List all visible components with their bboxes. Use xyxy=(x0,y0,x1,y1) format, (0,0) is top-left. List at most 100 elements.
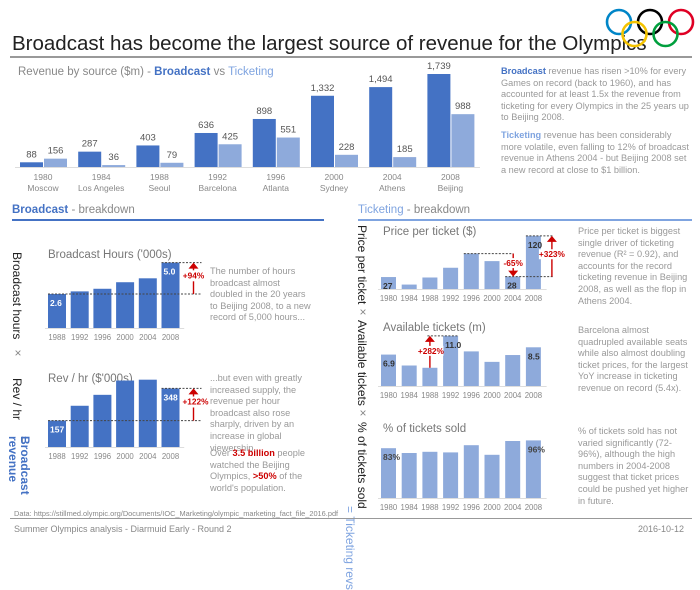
legend-broadcast: Broadcast xyxy=(154,66,211,78)
hours-annotation-bg xyxy=(181,270,208,282)
sold-data-label-1980: 83% xyxy=(383,452,400,462)
revhr-x-tick-2008: 2008 xyxy=(162,452,179,461)
data-label-ticketing-1984: 36 xyxy=(108,152,119,163)
hours-x-tick-1992: 1992 xyxy=(71,333,88,342)
price-bar-2004 xyxy=(505,276,521,289)
bar-broadcast-2008 xyxy=(427,74,451,167)
label-pct-tickets-sold: % of tickets sold xyxy=(355,422,369,509)
x-tick-city-2008: Beijing xyxy=(438,183,464,193)
label-rev-per-hour: Rev / hr xyxy=(10,378,24,421)
x-tick-year-1996: 1996 xyxy=(266,172,285,182)
sold-x-tick-1988: 1988 xyxy=(421,503,438,512)
bar-ticketing-1996 xyxy=(276,137,300,167)
bar-ticketing-2008 xyxy=(451,114,475,167)
revhr-x-tick-1992: 1992 xyxy=(71,452,88,461)
hours-annotation-label: +94% xyxy=(183,270,205,280)
broadcast-section-title: Broadcast - breakdown xyxy=(12,204,135,216)
x-tick-city-1984: Los Angeles xyxy=(78,183,124,193)
ring-black xyxy=(636,8,664,36)
data-label-ticketing-1996: 551 xyxy=(280,125,296,136)
hours-data-label-1988: 2.6 xyxy=(50,298,62,308)
footer-author: Summer Olympics analysis - Diarmuid Earl… xyxy=(14,524,232,534)
ring-red xyxy=(667,8,695,36)
avail-chart: 1980 6.9 1984 1988 1992 11.0 1996 2000 2004 2008 8… xyxy=(378,335,547,400)
bar-broadcast-1984 xyxy=(78,151,102,167)
x-tick-year-2000: 2000 xyxy=(325,172,344,182)
data-label-broadcast-1996: 898 xyxy=(256,106,272,117)
ring-yellow xyxy=(621,20,648,48)
label-price-per-ticket: Price per ticket xyxy=(355,225,369,305)
revhr-x-tick-2004: 2004 xyxy=(139,452,157,461)
revhr-x-tick-1988: 1988 xyxy=(48,452,65,461)
bar-ticketing-2004 xyxy=(393,157,417,167)
x-tick-city-1996: Atlanta xyxy=(263,183,290,193)
avail-x-tick-2004: 2004 xyxy=(504,391,522,400)
revhr-bar-1992 xyxy=(70,405,89,447)
sold-chart-title: % of tickets sold xyxy=(383,423,467,435)
price-x-tick-2000: 2000 xyxy=(483,294,501,303)
x-tick-year-2008: 2008 xyxy=(441,172,460,182)
avail-bar-2000 xyxy=(484,361,500,386)
data-label-ticketing-2008: 988 xyxy=(455,101,471,112)
avail-data-label-2008: 8.5 xyxy=(528,351,540,361)
x-tick-city-1980: Moscow xyxy=(27,183,59,193)
sold-bar-2008 xyxy=(525,440,541,498)
price-up-arrow-head xyxy=(546,235,557,242)
price-down-label-bg xyxy=(501,258,526,269)
bar-broadcast-2000 xyxy=(311,95,334,167)
avail-bar-1984 xyxy=(401,365,417,386)
times-symbol-1: × xyxy=(356,305,370,319)
bar-broadcast-1980 xyxy=(20,162,43,167)
ring-green xyxy=(652,20,679,48)
x-tick-year-1984: 1984 xyxy=(92,172,111,182)
hours-bar-2008 xyxy=(161,262,180,328)
bar-ticketing-1984 xyxy=(102,165,126,167)
hours-chart: 1988 2.6 1992 1996 2000 2004 2008 5.0 +94% xyxy=(45,262,208,342)
sold-x-tick-2004: 2004 xyxy=(504,503,522,512)
x-tick-year-2004: 2004 xyxy=(383,172,402,182)
sold-x-tick-1980: 1980 xyxy=(380,503,398,512)
bar-broadcast-1988 xyxy=(136,145,160,167)
price-up-label: +323% xyxy=(539,249,566,259)
avail-label-bg xyxy=(416,345,444,356)
sold-data-label-2008: 96% xyxy=(528,444,545,454)
bar-ticketing-1992 xyxy=(218,144,242,167)
equals-symbol: = xyxy=(17,436,31,444)
avail-x-tick-1992: 1992 xyxy=(442,391,459,400)
hours-data-label-2008: 5.0 xyxy=(164,267,176,277)
bar-ticketing-1980 xyxy=(44,158,67,167)
revhr-note: ...but even with greatly increased suppl… xyxy=(210,373,302,453)
revhr-x-tick-2000: 2000 xyxy=(116,452,134,461)
price-bar-2008 xyxy=(525,235,541,289)
revhr-annotation-label: +122% xyxy=(182,397,209,407)
sold-bar-2000 xyxy=(484,454,500,498)
x-tick-city-1992: Barcelona xyxy=(198,183,237,193)
x-tick-city-2000: Sydney xyxy=(320,183,349,193)
data-label-broadcast-2008: 1,739 xyxy=(427,61,451,72)
price-down-label: -65% xyxy=(504,258,524,268)
sold-chart: 1980 83% 1984 1988 1992 1996 2000 2004 2008 96% xyxy=(378,440,547,512)
ring-blue xyxy=(605,8,633,36)
price-bar-1996 xyxy=(463,253,479,289)
sold-bar-1996 xyxy=(463,445,479,498)
price-up-label-bg xyxy=(538,249,565,260)
data-label-broadcast-1980: 88 xyxy=(26,149,37,160)
revhr-chart: 1988 157 1992 1996 2000 2004 2008 348 +122% xyxy=(45,379,211,461)
data-label-broadcast-1984: 287 xyxy=(82,139,98,150)
data-label-ticketing-1992: 425 xyxy=(222,131,238,142)
avail-note: Barcelona almost quadrupled available se… xyxy=(578,325,688,393)
revhr-bar-2000 xyxy=(116,380,135,447)
avail-x-tick-2000: 2000 xyxy=(483,391,501,400)
x-tick-city-1988: Seoul xyxy=(149,183,171,193)
hours-x-tick-2004: 2004 xyxy=(139,333,157,342)
broadcast-section-rule xyxy=(12,219,324,221)
sold-x-tick-2000: 2000 xyxy=(483,503,501,512)
price-chart: 1980 27 1984 1988 1992 1996 2000 2004 28 2008 120-… xyxy=(378,235,566,303)
sold-bar-1984 xyxy=(401,453,417,498)
sold-x-tick-1996: 1996 xyxy=(463,503,480,512)
hours-chart-title: Broadcast Hours ('000s) xyxy=(48,249,172,261)
bar-ticketing-1988 xyxy=(160,162,184,167)
bar-ticketing-2000 xyxy=(335,154,358,167)
price-x-tick-2004: 2004 xyxy=(504,294,522,303)
hours-bar-2000 xyxy=(116,282,135,328)
